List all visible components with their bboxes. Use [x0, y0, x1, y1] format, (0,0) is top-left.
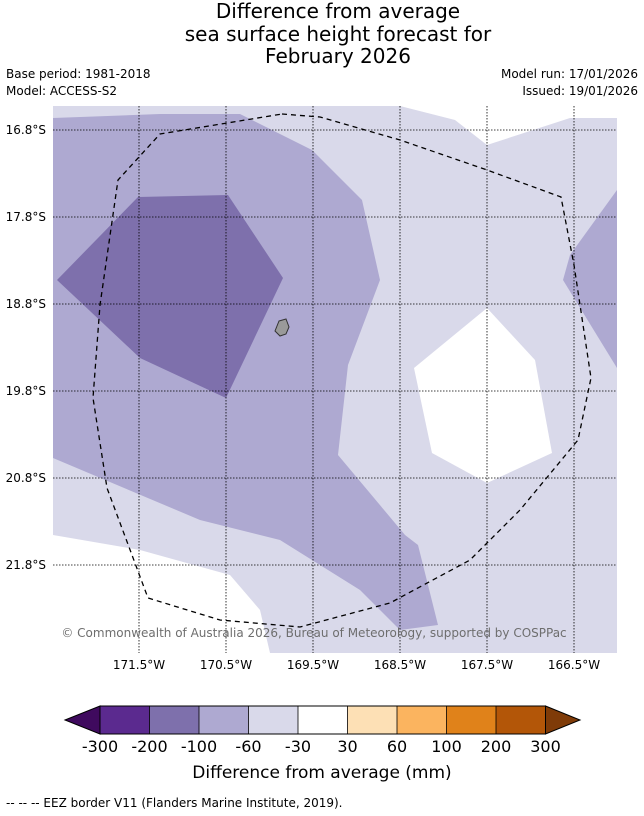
model-run: Model run: 17/01/2026: [500, 67, 638, 81]
colorbar-tick: -60: [235, 737, 261, 756]
colorbar-tick: 30: [337, 737, 357, 756]
colorbar-tick: -200: [131, 737, 167, 756]
colorbar-segment: [496, 706, 546, 734]
colorbar-segment: [347, 706, 397, 734]
copyright-text: © Commonwealth of Australia 2026, Bureau…: [61, 626, 566, 640]
map-area: © Commonwealth of Australia 2026, Bureau…: [53, 106, 617, 653]
band-minus200-minus100: [57, 195, 283, 398]
colorbar: -300 -200 -100 -60 -30 30 60 100 200 300…: [63, 705, 582, 783]
lat-label: 20.8°S: [6, 471, 46, 485]
colorbar-segment: [298, 706, 348, 734]
lon-label: 170.5°W: [200, 658, 252, 672]
band-near-zero-north: [400, 106, 617, 145]
colorbar-extend-high: [545, 705, 582, 735]
colorbar-tick: -30: [285, 737, 311, 756]
meta-right: Model run: 17/01/2026 Issued: 19/01/2026: [501, 66, 638, 100]
colorbar-tick: 60: [387, 737, 407, 756]
colorbar-tick: 200: [481, 737, 512, 756]
meta-left: Base period: 1981-2018 Model: ACCESS-S2: [6, 66, 151, 100]
lon-label: 171.5°W: [113, 658, 165, 672]
lon-label: 169.5°W: [287, 658, 339, 672]
graticule: [53, 106, 617, 653]
colorbar-frame: [99, 705, 546, 735]
longitude-labels: 171.5°W 170.5°W 169.5°W 168.5°W 167.5°W …: [113, 658, 600, 672]
island-land: [274, 318, 290, 337]
colorbar-extend-low: [63, 705, 101, 735]
lat-label: 18.8°S: [6, 297, 46, 311]
band-near-zero-east: [414, 308, 552, 483]
colorbar-segment: [199, 706, 249, 734]
band-near-zero-southwest: [53, 535, 270, 653]
chart-title: Difference from average sea surface heig…: [0, 0, 644, 68]
colorbar-label: Difference from average (mm): [192, 763, 451, 783]
lat-label: 16.8°S: [6, 123, 46, 137]
colorbar-segment: [248, 706, 298, 734]
lon-label: 167.5°W: [461, 658, 513, 672]
model-name: Model: ACCESS-S2: [6, 84, 118, 98]
colorbar-dividers: [149, 706, 497, 734]
colorbar-segment: [100, 706, 150, 734]
lon-label: 166.5°W: [548, 658, 600, 672]
latitude-labels: 16.8°S 17.8°S 18.8°S 19.8°S 20.8°S 21.8°…: [6, 123, 46, 572]
colorbar-segment: [446, 706, 496, 734]
lat-label: 19.8°S: [6, 384, 46, 398]
base-period: Base period: 1981-2018: [6, 67, 151, 81]
colorbar-tick: -300: [82, 737, 118, 756]
eez-footnote: -- -- -- EEZ border V11 (Flanders Marine…: [6, 796, 343, 810]
colorbar-tick: 100: [431, 737, 462, 756]
lat-label: 17.8°S: [6, 210, 46, 224]
colorbar-tick: -100: [181, 737, 217, 756]
title-line-1: Difference from average: [215, 0, 461, 23]
lat-label: 21.8°S: [6, 558, 46, 572]
colorbar-segment: [149, 706, 199, 734]
lon-label: 168.5°W: [374, 658, 426, 672]
title-line-3: February 2026: [265, 44, 411, 68]
title-line-2: sea surface height forecast for: [184, 21, 492, 46]
issued-date: Issued: 19/01/2026: [522, 84, 638, 98]
colorbar-tick: 300: [530, 737, 561, 756]
eez-border: [92, 113, 592, 628]
colorbar-segment: [397, 706, 447, 734]
band-minus100-minus60-east: [563, 190, 617, 368]
